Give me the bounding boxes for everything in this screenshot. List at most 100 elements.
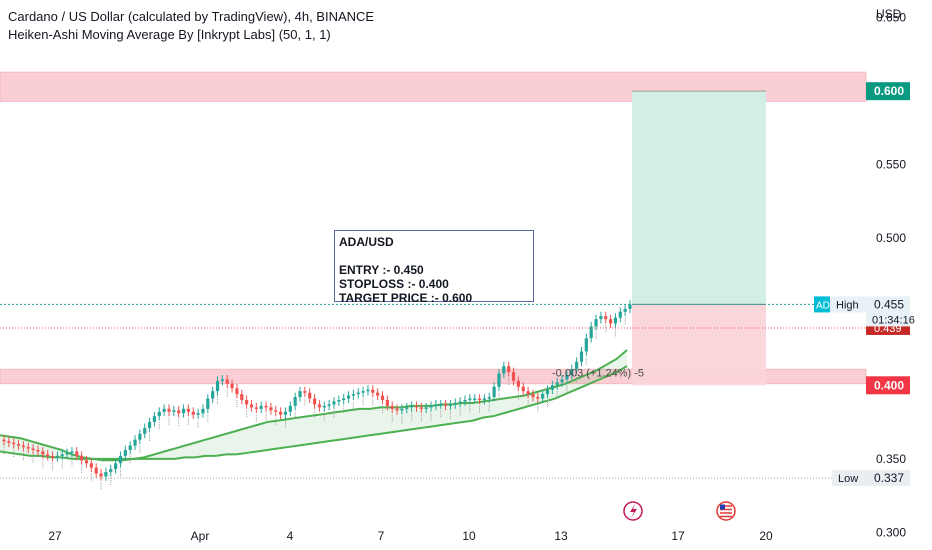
candle-body (371, 389, 375, 393)
candle-body (536, 397, 540, 399)
candle-body (550, 385, 554, 390)
target-area (632, 91, 766, 305)
price-axis: 0.6500.5500.5000.3500.3000.6000.4000.439… (814, 11, 915, 539)
candle-body (366, 389, 370, 392)
note-entry: ENTRY :- 0.450 (339, 263, 424, 277)
candle-body (419, 407, 423, 409)
candle-body (565, 375, 569, 380)
candle-body (473, 398, 477, 401)
candle-body (395, 408, 399, 411)
y-tick-label: 0.550 (876, 158, 906, 172)
candle-body (560, 379, 564, 383)
candle-body (114, 463, 118, 470)
candle-body (89, 463, 93, 468)
countdown-box (866, 312, 910, 327)
candle-body (201, 408, 205, 414)
candle-body (448, 404, 453, 406)
note-target: TARGET PRICE :- 0.600 (339, 291, 473, 305)
x-tick-label: 10 (462, 529, 476, 543)
candle-body (128, 445, 132, 450)
y-tick-label: 0.350 (876, 452, 906, 466)
candle-body (240, 394, 244, 400)
x-tick-label: Apr (191, 529, 210, 543)
y-tick-label: 0.300 (876, 525, 906, 539)
candle-body (41, 451, 45, 455)
candle-body (99, 473, 103, 477)
candle-body (579, 351, 584, 362)
candle-body (308, 392, 312, 399)
candle-body (502, 366, 506, 374)
candle-body (410, 405, 414, 408)
x-tick-label: 4 (287, 529, 294, 543)
candle-body (31, 448, 35, 451)
candle-body (477, 398, 482, 401)
candle-body (312, 398, 317, 405)
low-label: Low (838, 473, 858, 485)
candle-body (400, 408, 404, 411)
candle-body (172, 410, 176, 412)
chart-title: Cardano / US Dollar (calculated by Tradi… (8, 9, 375, 24)
candle-body (531, 394, 535, 398)
candle-body (526, 391, 530, 395)
indicator-title: Heiken-Ashi Moving Average By [Inkrypt L… (8, 27, 331, 42)
candle-body (70, 451, 74, 453)
candle-body (46, 454, 50, 456)
candle-body (298, 391, 302, 398)
candle-body (94, 467, 98, 474)
candle-body (521, 386, 525, 392)
candle-body (443, 404, 448, 406)
candle-body (545, 389, 550, 395)
candle-body (356, 392, 360, 395)
candle-body (332, 401, 336, 405)
candle-body (434, 404, 438, 406)
candle-body (283, 411, 288, 415)
candle-body (351, 394, 355, 396)
candle-body (618, 311, 622, 318)
candle-body (405, 407, 409, 409)
candle-body (482, 398, 487, 401)
y-tick-label: 0.650 (876, 11, 906, 25)
candle-body (458, 401, 462, 403)
x-tick-label: 13 (554, 529, 568, 543)
candle-body (541, 394, 545, 399)
flag-canton (720, 504, 725, 510)
candle-body (206, 398, 210, 409)
candle-body (575, 361, 579, 370)
candle-body (50, 455, 55, 458)
candle-body (288, 405, 292, 412)
candle-body (225, 379, 229, 384)
flag-icon[interactable] (716, 501, 736, 521)
candle-body (555, 382, 559, 386)
candle-body (623, 308, 627, 312)
candle-body (337, 400, 341, 402)
candle-body (118, 455, 123, 464)
candle-body (507, 366, 511, 373)
candle-body (327, 404, 331, 406)
high-value-box (866, 296, 910, 313)
candle-body (211, 391, 215, 399)
candle-body (80, 455, 84, 461)
note-stoploss: STOPLOSS :- 0.400 (339, 277, 449, 291)
measure-label: -0.003 (+1.24%) -5 (552, 368, 644, 380)
candle-body (511, 372, 516, 381)
candle-body (60, 454, 64, 456)
low-value: 0.337 (874, 471, 904, 485)
candle-body (497, 373, 501, 387)
ma-ribbon (0, 349, 628, 462)
candle-body (613, 317, 618, 324)
candle-body (380, 395, 385, 400)
candle-body (162, 408, 166, 412)
high-label-box (830, 296, 866, 313)
candle-body (468, 398, 472, 401)
note-pair: ADA/USD (339, 235, 394, 249)
candle-body (152, 416, 157, 423)
trade-note[interactable]: ADA/USD ENTRY :- 0.450 STOPLOSS :- 0.400… (334, 230, 534, 305)
candle-body (414, 405, 419, 408)
ma-band (0, 350, 627, 461)
candle-body (317, 404, 322, 408)
candle-body (16, 444, 21, 446)
high-value: 0.455 (874, 297, 904, 311)
stop-area (632, 304, 766, 386)
candle-body (138, 433, 142, 440)
